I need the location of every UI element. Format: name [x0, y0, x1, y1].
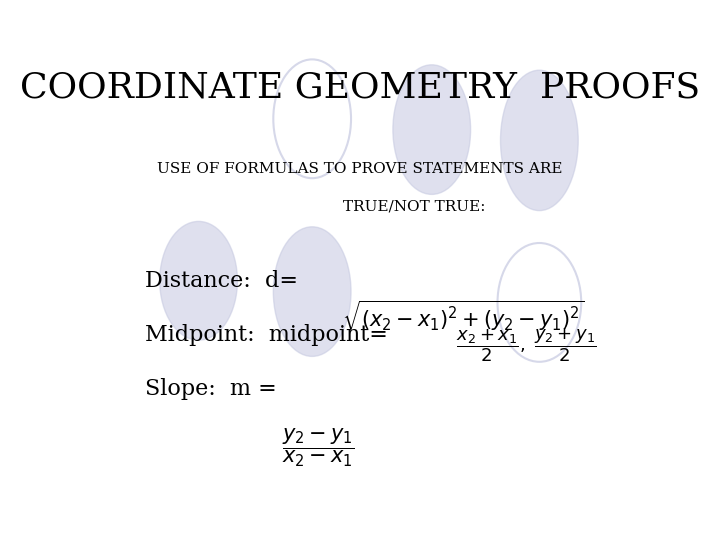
Ellipse shape	[160, 221, 238, 340]
Text: USE OF FORMULAS TO PROVE STATEMENTS ARE: USE OF FORMULAS TO PROVE STATEMENTS ARE	[157, 162, 563, 176]
Text: $\sqrt{(x_2 - x_1)^2 + (y_2 - y_1)^2}$: $\sqrt{(x_2 - x_1)^2 + (y_2 - y_1)^2}$	[342, 299, 585, 333]
Ellipse shape	[500, 70, 578, 211]
Text: COORDINATE GEOMETRY  PROOFS: COORDINATE GEOMETRY PROOFS	[20, 70, 700, 104]
Text: $\dfrac{x_2 + x_1}{2},\ \dfrac{y_2 + y_1}{2}$: $\dfrac{x_2 + x_1}{2},\ \dfrac{y_2 + y_1…	[456, 327, 596, 364]
Text: Midpoint:  midpoint=: Midpoint: midpoint=	[145, 324, 387, 346]
Text: $\dfrac{y_2 - y_1}{x_2 - x_1}$: $\dfrac{y_2 - y_1}{x_2 - x_1}$	[282, 427, 355, 469]
Ellipse shape	[393, 65, 471, 194]
Text: TRUE/NOT TRUE:: TRUE/NOT TRUE:	[343, 200, 485, 214]
Text: Distance:  d=: Distance: d=	[145, 270, 298, 292]
Ellipse shape	[274, 227, 351, 356]
Text: Slope:  m =: Slope: m =	[145, 378, 276, 400]
